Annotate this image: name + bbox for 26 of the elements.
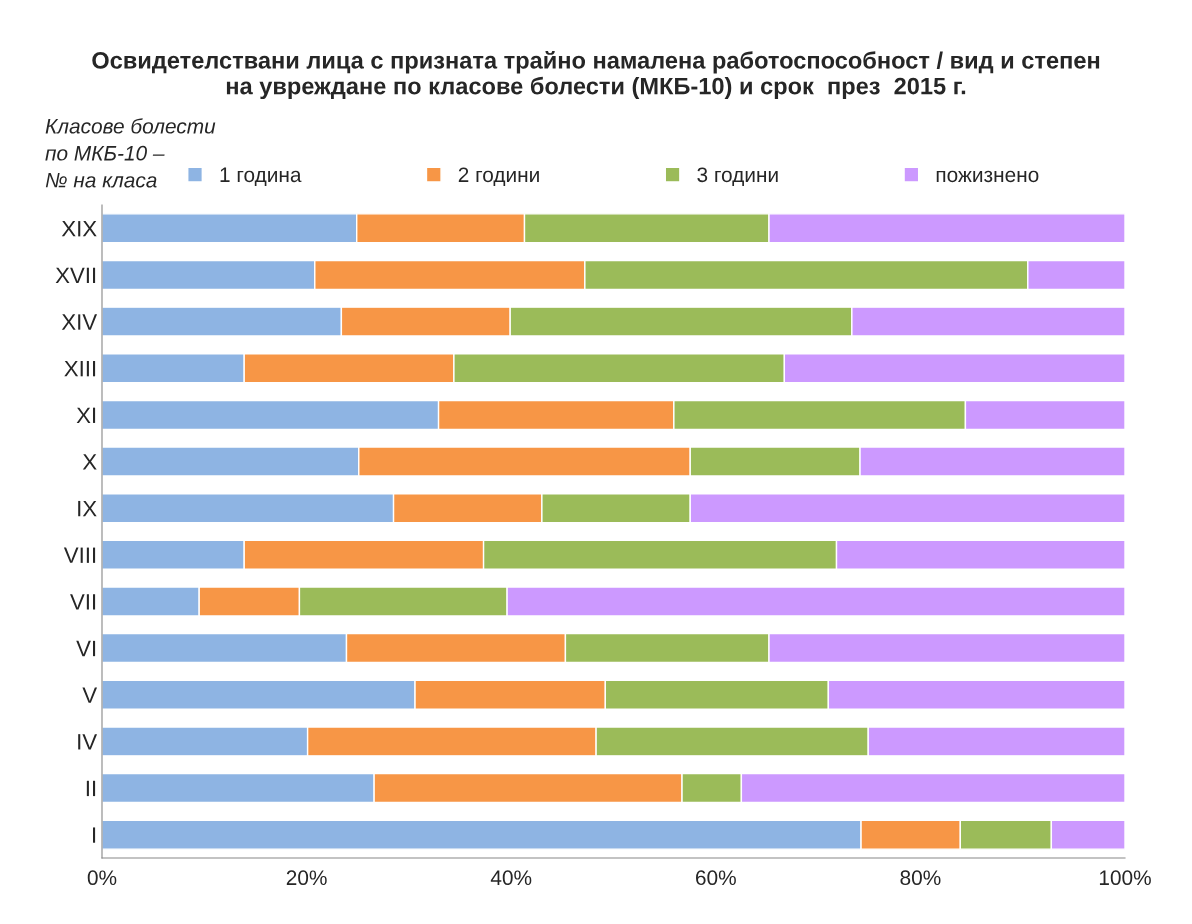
y-axis-title: Класове болести по МКБ-10 – № на класа — [45, 118, 216, 188]
chart-title: Освидетелствани лица с призната трайно намалена работоспособност / вид и степен на увреждане по класове болести (МКБ-10) и срок през 2015 г. — [92, 50, 1100, 100]
x-tick-label: 20% — [286, 870, 327, 886]
x-tick-label: 100% — [1099, 870, 1151, 886]
legend-label: 2 години — [458, 167, 539, 187]
y-tick-label: IV — [78, 734, 98, 750]
y-tick-label: XIV — [61, 314, 98, 330]
x-tick-label: 0% — [87, 870, 117, 886]
x-tick-label: 60% — [696, 870, 736, 886]
y-tick-label: IX — [78, 500, 97, 517]
x-tick-label: 80% — [900, 870, 941, 886]
y-tick-label: XIX — [61, 221, 97, 237]
legend-label: 1 година — [220, 167, 302, 187]
y-tick-label: X — [82, 454, 97, 470]
legend-label: 3 години — [697, 167, 778, 187]
x-tick-label: 40% — [490, 870, 532, 886]
y-tick-label: XVII — [55, 267, 96, 284]
y-tick-label: II — [86, 780, 96, 797]
y-tick-label: XIII — [64, 361, 96, 377]
y-tick-label: VI — [76, 640, 96, 657]
y-tick-label: VII — [70, 594, 96, 610]
y-tick-label: XI — [76, 407, 96, 423]
legend-label: пожизнено — [936, 170, 1039, 183]
y-tick-label: V — [82, 687, 98, 703]
y-tick-label: VIII — [63, 547, 96, 563]
y-tick-label: I — [93, 827, 96, 843]
